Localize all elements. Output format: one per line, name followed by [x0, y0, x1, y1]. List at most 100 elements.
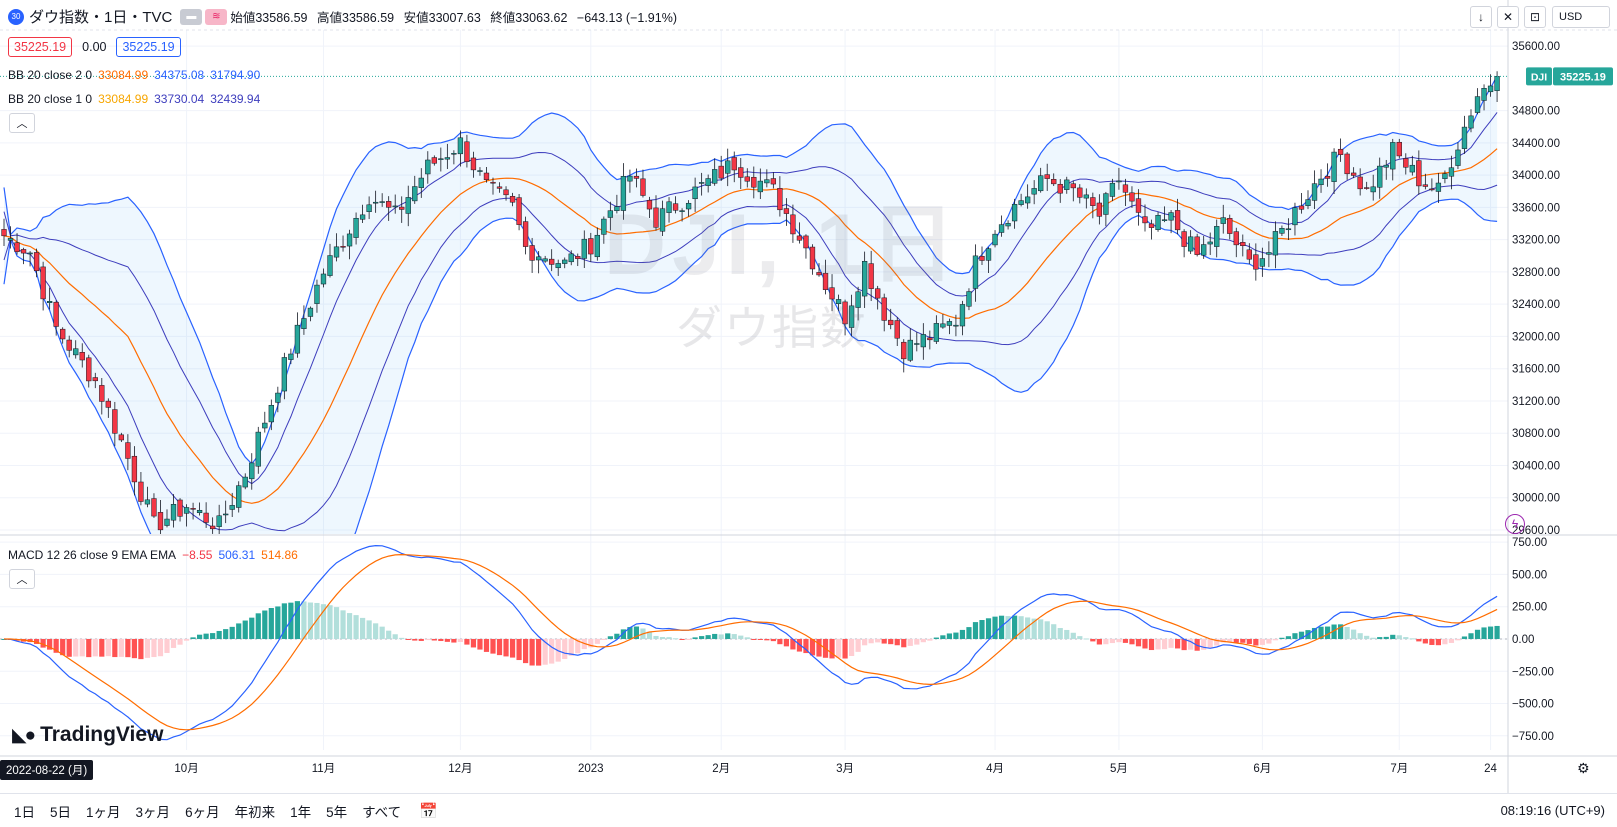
maximize-pane-icon[interactable]: ⊡: [1524, 6, 1546, 28]
macd-hist-bar: [588, 638, 594, 648]
candle-body: [483, 172, 490, 180]
buy-price-button[interactable]: 35225.19: [116, 37, 181, 57]
macd-hist-bar: [281, 603, 287, 639]
candle-body: [966, 291, 972, 307]
calendar-icon[interactable]: 📅: [419, 802, 438, 820]
collapse-macd-legend-button[interactable]: ︿: [9, 569, 35, 589]
macd-tick-label: 750.00: [1512, 537, 1547, 549]
range-1y-button[interactable]: 1年: [290, 804, 312, 820]
macd-hist-bar: [262, 610, 268, 639]
macd-hist-bar: [1272, 638, 1278, 641]
range-1m-button[interactable]: 1ヶ月: [86, 804, 121, 820]
candle-body: [470, 157, 477, 171]
macd-hist-bar: [1109, 638, 1115, 644]
candle-body: [1487, 85, 1494, 93]
candle-body: [588, 238, 594, 255]
macd-hist-bar: [157, 638, 164, 657]
candle-body: [1311, 183, 1318, 201]
currency-select[interactable]: USD: [1552, 6, 1610, 28]
candle-body: [294, 324, 301, 354]
macd-hist-bar: [744, 637, 750, 639]
macd-hist-bar: [216, 630, 222, 639]
range-3m-button[interactable]: 3ヶ月: [135, 804, 171, 820]
macd-legend[interactable]: MACD 12 26 close 9 EMA EMA −8.55 506.31 …: [8, 548, 304, 562]
candle-body: [920, 334, 926, 348]
candle-body: [1429, 188, 1435, 191]
macd-hist-bar: [333, 607, 340, 639]
candle-body: [1370, 186, 1376, 193]
candle-body: [1240, 242, 1246, 247]
candle-body: [451, 153, 457, 155]
macd-hist-bar: [542, 638, 548, 665]
range-6m-button[interactable]: 6ヶ月: [185, 804, 220, 820]
candle-body: [522, 221, 529, 247]
range-5d-button[interactable]: 5日: [50, 804, 72, 820]
candle-body: [157, 512, 164, 531]
candle-body: [359, 214, 366, 220]
candle-body: [829, 287, 835, 300]
macd-hist-bar: [320, 604, 327, 639]
collapse-pane-icon[interactable]: ✕: [1497, 6, 1519, 28]
bb2-lower-line: [3, 198, 1498, 534]
tradingview-logo[interactable]: ◣● TradingView: [12, 723, 163, 747]
macd-hist-bar: [275, 606, 281, 639]
candle-body: [816, 272, 822, 276]
candle-body: [438, 158, 444, 160]
grid-lines: [0, 30, 1508, 750]
macd-hist-bar: [1474, 629, 1481, 639]
candle-body: [340, 246, 346, 248]
macd-hist-bar: [366, 620, 372, 639]
bb1-legend[interactable]: BB 20 close 1 0 33084.99 33730.04 32439.…: [8, 92, 266, 106]
candle-body: [1064, 179, 1070, 190]
range-ytd-button[interactable]: 年初来: [234, 804, 276, 820]
candle-body: [1442, 173, 1448, 179]
arrow-down-icon[interactable]: ↓: [1470, 6, 1492, 28]
crosshair-date-badge: 2022-08-22 (月): [0, 760, 94, 780]
collapse-legend-button[interactable]: ︿: [9, 113, 35, 133]
macd-hist-bar: [483, 638, 490, 652]
macd-hist-bar: [1188, 638, 1194, 650]
macd-hist-bar: [1044, 621, 1050, 639]
candle-body: [835, 299, 842, 305]
symbol-title[interactable]: ダウ指数・1日・TVC: [29, 9, 173, 26]
candle-body: [822, 272, 829, 290]
candle-body: [875, 288, 881, 299]
candle-body: [614, 206, 620, 211]
range-1d-button[interactable]: 1日: [14, 804, 36, 820]
candle-body: [549, 258, 555, 265]
macd-hist-bar: [888, 638, 894, 645]
macd-hist-bar: [536, 638, 542, 666]
candle-body: [425, 159, 431, 175]
macd-hist-bar: [1103, 638, 1109, 645]
hide-legend-icon[interactable]: ▬: [180, 8, 203, 25]
macd-hist-bar: [164, 638, 170, 653]
candle-body: [366, 204, 372, 212]
candle-body: [333, 246, 340, 258]
lightning-icon[interactable]: ϟ: [1505, 514, 1525, 534]
macd-hist-bar: [1070, 632, 1076, 639]
macd-hist-bar: [399, 637, 405, 639]
candle-body: [1298, 205, 1305, 210]
macd-hist-bar: [1338, 624, 1344, 639]
sell-price-button[interactable]: 35225.19: [8, 37, 73, 57]
macd-hist-bar: [940, 635, 946, 639]
gear-icon[interactable]: ⚙: [1577, 760, 1590, 776]
macd-hist-bar: [294, 601, 300, 639]
candle-body: [888, 319, 894, 326]
macd-hist-bar: [1429, 638, 1435, 645]
macd-hist-bar: [203, 633, 209, 639]
macd-hist-bar: [1057, 628, 1063, 639]
compare-icon[interactable]: ≋: [205, 8, 228, 25]
range-5y-button[interactable]: 5年: [326, 804, 348, 820]
bb2-legend[interactable]: BB 20 close 2 0 33084.99 34375.08 31794.…: [8, 68, 266, 82]
macd-hist-bar: [379, 626, 385, 639]
candle-body: [99, 385, 105, 402]
range-all-button[interactable]: すべて: [362, 804, 402, 820]
candle-body: [40, 266, 46, 300]
clock[interactable]: 08:19:16 (UTC+9): [1500, 803, 1605, 818]
macd-hist-bar: [1324, 626, 1331, 639]
signal-line: [4, 553, 1498, 731]
macd-hist-bar: [268, 608, 274, 639]
macd-hist-bar: [1468, 633, 1474, 639]
